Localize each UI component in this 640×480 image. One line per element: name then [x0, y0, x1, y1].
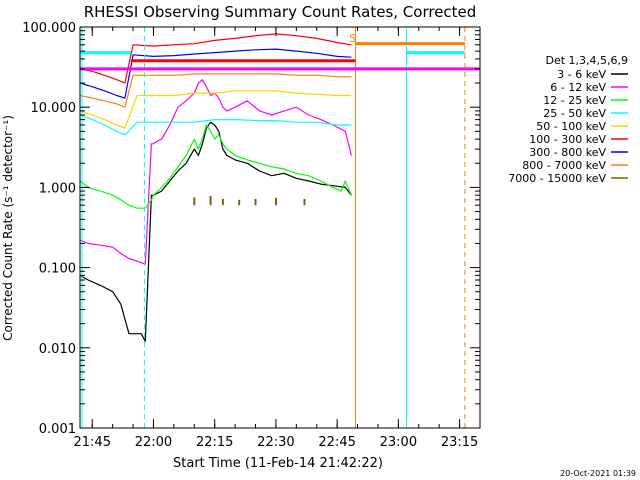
series-line-2 — [80, 124, 352, 209]
plot-frame — [79, 26, 481, 429]
legend-label-8: 7000 - 15000 keV — [508, 172, 606, 185]
x-tick-label-5: 23:00 — [380, 435, 417, 450]
flag-marker-0: S — [349, 32, 356, 45]
y-tick-label-5: 0.001 — [39, 422, 76, 437]
x-tick-label-3: 22:30 — [257, 435, 294, 450]
legend-label-6: 300 - 800 keV — [529, 146, 606, 159]
y-tick-label-1: 10.000 — [31, 101, 77, 116]
legend-label-5: 100 - 300 keV — [529, 133, 606, 146]
legend-title: Det 1,3,4,5,6,9 — [545, 54, 628, 67]
series-line-6 — [80, 48, 352, 99]
legend-label-2: 12 - 25 keV — [543, 94, 606, 107]
series-line-4 — [80, 90, 352, 129]
y-tick-label-3: 0.100 — [39, 262, 76, 277]
legend-label-7: 800 - 7000 keV — [522, 159, 606, 172]
legend-label-1: 6 - 12 keV — [550, 81, 606, 94]
axes-layer: 21:45 22:00 22:15 22:30 22:45 23:00 23:15 100.0… — [22, 21, 481, 450]
series-line-1 — [80, 79, 352, 265]
x-axis-label: Start Time (11-Feb-14 21:42:22) — [173, 456, 383, 471]
legend-label-3: 25 - 50 keV — [543, 107, 606, 120]
y-tick-label-4: 0.010 — [39, 342, 76, 357]
series-line-5 — [80, 33, 352, 84]
x-tick-label-0: 21:45 — [74, 435, 111, 450]
legend-label-0: 3 - 6 keV — [557, 68, 606, 81]
x-tick-label-6: 23:15 — [441, 435, 478, 450]
series-line-0 — [80, 121, 352, 342]
x-tick-label-4: 22:45 — [318, 435, 355, 450]
footer-timestamp: 20-Oct-2021 01:39 — [560, 469, 636, 478]
chart-title: RHESSI Observing Summary Count Rates, Co… — [84, 3, 477, 21]
legend-label-4: 50 - 100 keV — [536, 120, 606, 133]
x-tick-label-1: 22:00 — [135, 435, 172, 450]
y-axis-label: Corrected Count Rate (s⁻¹ detector⁻¹) — [1, 115, 15, 341]
series-layer — [80, 33, 352, 342]
y-tick-label-0: 100.000 — [22, 21, 76, 36]
plot-area: S 21:45 22:00 22:15 22:30 22:45 23:00 23:15 100… — [22, 21, 481, 450]
series-line-7 — [80, 73, 352, 108]
y-tick-label-2: 1.000 — [39, 181, 76, 196]
flags-layer: S — [80, 27, 480, 428]
series-line-3 — [80, 114, 352, 136]
x-tick-label-2: 22:15 — [196, 435, 233, 450]
